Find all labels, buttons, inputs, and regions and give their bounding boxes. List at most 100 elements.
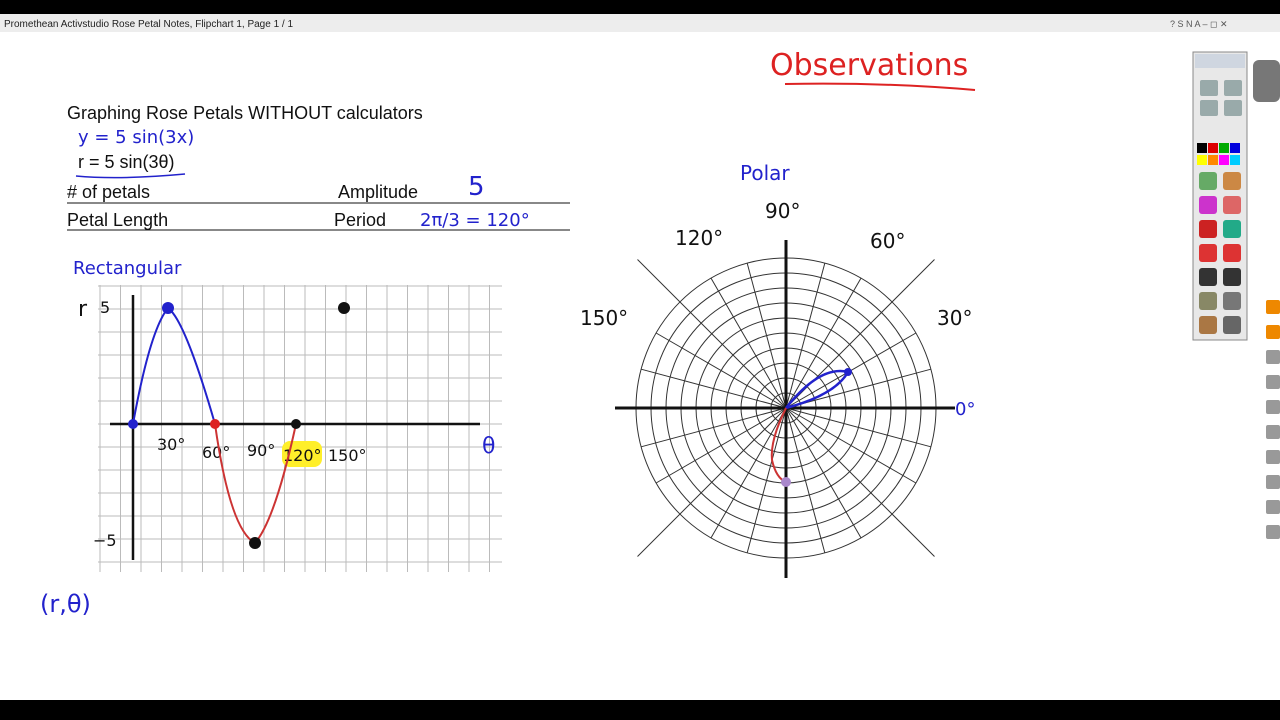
rect-label: Rectangular <box>73 258 182 279</box>
canvas <box>0 14 1280 700</box>
rect-grid <box>98 285 502 572</box>
observations: Observations <box>770 48 968 83</box>
point <box>338 302 350 314</box>
grid-spoke <box>710 407 787 539</box>
window-title: Promethean Activstudio Rose Petal Notes,… <box>4 19 293 30</box>
side-icon[interactable] <box>1266 375 1280 389</box>
color-swatch[interactable] <box>1230 155 1240 165</box>
x-axis-label: θ <box>482 434 495 459</box>
equation-polar: r = 5 sin(3θ) <box>78 152 175 172</box>
table-cell: # of petals <box>67 182 150 202</box>
color-swatch[interactable] <box>1219 143 1229 153</box>
tool-button[interactable] <box>1199 220 1217 238</box>
table-cell: Petal Length <box>67 210 168 230</box>
tool-button[interactable] <box>1199 268 1217 286</box>
angle-label: 0° <box>955 399 975 420</box>
grid-spoke <box>785 407 932 448</box>
polar-grid <box>615 240 955 578</box>
tool-button[interactable] <box>1200 80 1218 96</box>
tool-button[interactable] <box>1223 268 1241 286</box>
bottom-bar <box>0 700 1280 720</box>
side-icon[interactable] <box>1266 325 1280 339</box>
y-axis-label: r <box>78 297 88 322</box>
color-swatch[interactable] <box>1208 155 1218 165</box>
side-icon[interactable] <box>1266 425 1280 439</box>
tool-button[interactable] <box>1199 196 1217 214</box>
title-bar <box>0 14 1280 32</box>
color-swatch[interactable] <box>1230 143 1240 153</box>
grid-spoke <box>785 407 917 484</box>
x-tick-label: 60° <box>202 443 230 462</box>
tool-button[interactable] <box>1223 244 1241 262</box>
pen-cursor <box>781 477 791 487</box>
point-notation: (r,θ) <box>40 590 91 618</box>
top-bar <box>0 0 1280 14</box>
polar-label: Polar <box>740 161 790 185</box>
tool-button[interactable] <box>1223 196 1241 214</box>
angle-label: 60° <box>870 229 905 253</box>
grid-spoke <box>655 407 787 484</box>
grid-spoke <box>785 407 935 557</box>
side-icon[interactable] <box>1266 525 1280 539</box>
y-tick-label: −5 <box>93 531 117 550</box>
tool-button[interactable] <box>1223 292 1241 310</box>
tool-button[interactable] <box>1199 316 1217 334</box>
window-controls[interactable]: ? S N A – ◻ ✕ <box>1170 19 1228 29</box>
equation-rect: y = 5 sin(3x) <box>78 127 194 148</box>
grid-spoke <box>637 259 787 409</box>
table-cell: 2π/3 = 120° <box>420 210 530 231</box>
side-icon[interactable] <box>1266 475 1280 489</box>
tool-button[interactable] <box>1223 172 1241 190</box>
tool-button[interactable] <box>1199 292 1217 310</box>
side-icon[interactable] <box>1266 400 1280 414</box>
grid-spoke <box>746 407 787 554</box>
grid-spoke <box>710 277 787 409</box>
color-swatch[interactable] <box>1208 143 1218 153</box>
color-swatch[interactable] <box>1197 143 1207 153</box>
point <box>249 537 261 549</box>
side-icon[interactable] <box>1266 450 1280 464</box>
trash[interactable] <box>1253 60 1280 102</box>
angle-label: 30° <box>937 306 972 330</box>
angle-label: 90° <box>765 199 800 223</box>
table-cell: 5 <box>468 172 485 202</box>
color-swatch[interactable] <box>1197 155 1207 165</box>
tool-button[interactable] <box>1224 100 1242 116</box>
table-cell: Period <box>334 210 386 230</box>
grid-spoke <box>785 407 826 554</box>
y-tick-label: 5 <box>100 298 110 317</box>
side-icon[interactable] <box>1266 500 1280 514</box>
underline <box>784 82 976 91</box>
grid-spoke <box>746 262 787 409</box>
heading: Graphing Rose Petals WITHOUT calculators <box>67 103 423 123</box>
tool-button[interactable] <box>1199 244 1217 262</box>
point <box>844 368 852 376</box>
tool-button[interactable] <box>1223 316 1241 334</box>
grid-spoke <box>655 332 787 409</box>
table-cell: Amplitude <box>338 182 418 202</box>
tool-button[interactable] <box>1200 100 1218 116</box>
point <box>162 302 174 314</box>
toolbar-header <box>1195 54 1245 68</box>
angle-label: 120° <box>675 226 723 250</box>
angle-label: 150° <box>580 306 628 330</box>
tool-button[interactable] <box>1223 220 1241 238</box>
grid-spoke <box>637 407 787 557</box>
side-icons <box>1266 300 1280 539</box>
color-swatch[interactable] <box>1219 155 1229 165</box>
grid-spoke <box>785 368 932 409</box>
point <box>128 419 138 429</box>
point <box>291 419 301 429</box>
tool-button[interactable] <box>1199 172 1217 190</box>
tool-button[interactable] <box>1224 80 1242 96</box>
x-tick-label: 150° <box>328 446 367 465</box>
grid-spoke <box>785 407 862 539</box>
grid-spoke <box>640 407 787 448</box>
toolbar <box>1192 51 1248 341</box>
side-icon[interactable] <box>1266 300 1280 314</box>
x-tick-label: 120° <box>283 446 322 465</box>
side-icon[interactable] <box>1266 350 1280 364</box>
grid-spoke <box>640 368 787 409</box>
